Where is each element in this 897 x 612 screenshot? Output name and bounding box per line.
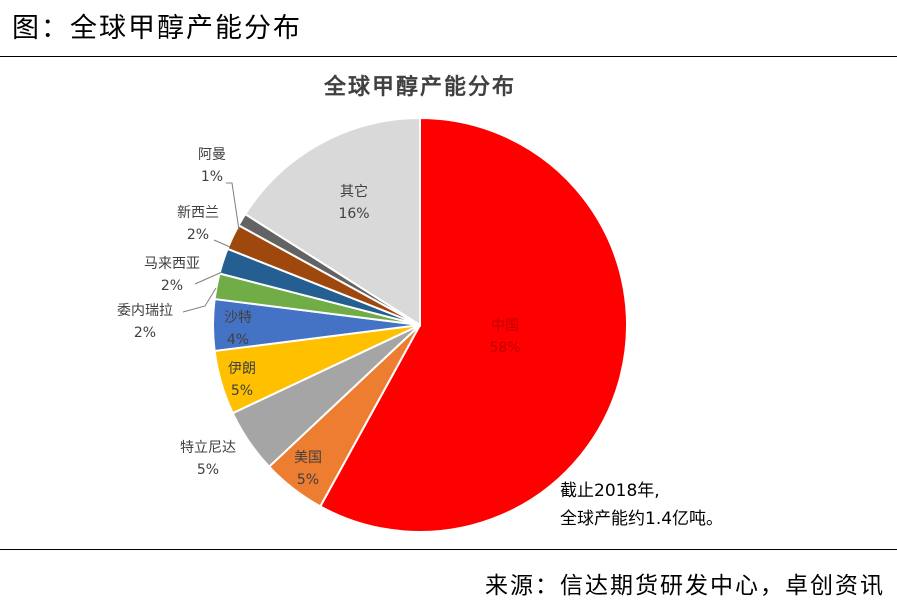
slice-label-name: 其它 <box>340 183 368 200</box>
slice-label-name: 特立尼达 <box>180 440 236 456</box>
top-rule <box>0 56 897 57</box>
slice-label-value: 1% <box>201 169 223 185</box>
annotation-line-1: 截止2018年, <box>560 481 660 501</box>
slice-label-name: 中国 <box>491 318 519 334</box>
bottom-rule <box>0 549 897 550</box>
slice-label-value: 4% <box>227 332 249 348</box>
annotation-line-2: 全球产能约1.4亿吨。 <box>560 509 723 529</box>
slice-label-name: 委内瑞拉 <box>117 303 173 319</box>
slice-label-name: 新西兰 <box>177 205 219 221</box>
leader-line <box>194 271 223 285</box>
slice-label-value: 2% <box>134 325 156 341</box>
slice-1 <box>318 116 628 533</box>
slice-label-value: 2% <box>161 278 183 294</box>
slice-label-value: 58% <box>489 340 520 356</box>
slice-label-name: 沙特 <box>224 310 252 326</box>
leader-line <box>182 287 217 313</box>
slice-10 <box>243 116 421 327</box>
pie-slices <box>212 116 628 533</box>
leader-line <box>226 182 240 231</box>
slice-label-value: 5% <box>231 383 253 399</box>
slice-label-value: 16% <box>338 206 369 222</box>
slice-label-name: 美国 <box>294 450 322 466</box>
figure-caption: 图：全球甲醇产能分布 <box>12 13 302 44</box>
chart-title: 全球甲醇产能分布 <box>323 74 516 100</box>
source-note: 来源：信达期货研发中心，卓创资讯 <box>485 573 885 599</box>
slice-label-value: 2% <box>187 227 209 243</box>
slice-label-value: 5% <box>197 462 219 478</box>
slice-label-name: 伊朗 <box>228 361 256 377</box>
leader-lines <box>182 182 240 313</box>
slice-label-name: 马来西亚 <box>144 256 200 272</box>
leader-line <box>213 239 231 248</box>
slice-label-value: 5% <box>297 472 319 488</box>
slice-labels: 中国 58% 美国 5% 特立尼达 5% 伊朗 5% 沙特 4% 委内瑞拉 2% 马来西亚 2% 新西兰 2%… <box>117 147 521 488</box>
slice-label-name: 阿曼 <box>198 147 226 163</box>
